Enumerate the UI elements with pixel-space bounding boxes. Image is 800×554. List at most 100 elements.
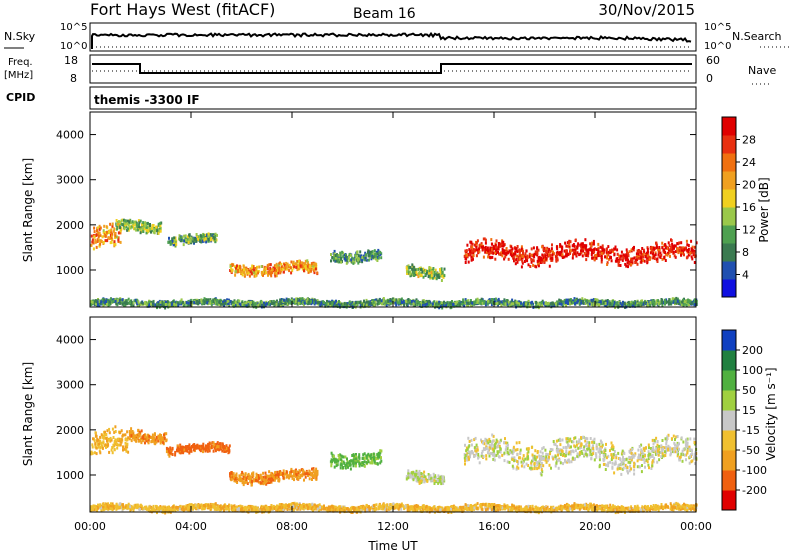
data-point [280, 471, 283, 475]
data-point [641, 247, 644, 250]
data-point [502, 244, 505, 248]
data-point [435, 300, 438, 304]
data-point [123, 447, 126, 451]
data-point [188, 233, 191, 237]
data-point [119, 229, 122, 233]
data-point [356, 303, 359, 307]
data-point [204, 449, 207, 453]
data-point [636, 302, 639, 306]
data-point [186, 449, 189, 453]
data-point [97, 438, 100, 442]
data-point [530, 253, 533, 257]
data-point [480, 243, 483, 247]
data-point [338, 260, 341, 264]
data-point [150, 230, 152, 234]
data-point [614, 245, 617, 249]
data-point [494, 297, 497, 301]
data-point [339, 256, 342, 260]
data-point [204, 444, 207, 448]
data-point [128, 220, 131, 224]
data-point [293, 265, 296, 269]
data-point [618, 300, 621, 304]
data-point [630, 263, 633, 267]
data-point [270, 274, 273, 278]
data-point [680, 248, 682, 252]
data-point [581, 297, 584, 301]
data-point [581, 245, 584, 249]
data-point [221, 449, 224, 453]
data-point [642, 255, 644, 259]
data-point [127, 297, 130, 301]
data-point [121, 223, 124, 227]
data-point [125, 302, 128, 306]
data-point [661, 303, 664, 307]
data-point [664, 302, 666, 306]
data-point [219, 442, 222, 446]
data-point [136, 228, 139, 232]
data-point [103, 224, 106, 228]
data-point [402, 299, 405, 303]
data-point [229, 264, 232, 268]
data-point [216, 447, 219, 451]
data-point [649, 246, 652, 250]
data-point [668, 244, 671, 247]
data-point [318, 300, 321, 304]
data-point [622, 257, 625, 260]
data-point [245, 301, 248, 305]
data-point [116, 299, 119, 302]
data-point [288, 471, 291, 475]
data-point [96, 437, 99, 441]
data-point [111, 427, 114, 431]
data-point [630, 248, 633, 252]
data-point [119, 443, 122, 447]
data-point [126, 219, 129, 223]
data-point [584, 238, 587, 242]
data-point [376, 299, 379, 303]
data-point [544, 255, 547, 258]
data-point [597, 247, 600, 251]
data-point [256, 479, 259, 483]
data-point [482, 247, 485, 251]
data-point [407, 264, 410, 268]
data-point [628, 303, 631, 307]
data-point [499, 244, 502, 248]
data-point [504, 252, 507, 256]
data-point [463, 301, 466, 305]
data-point [409, 265, 412, 269]
data-point [238, 302, 241, 306]
data-point [633, 256, 636, 260]
data-point [512, 302, 515, 306]
data-point [595, 248, 598, 252]
data-point [491, 255, 494, 259]
data-point [543, 253, 546, 257]
data-point [95, 300, 98, 304]
freq-panel-frame [89, 54, 697, 84]
data-point [625, 256, 628, 260]
data-point [489, 246, 492, 250]
data-point [148, 304, 150, 308]
data-point [482, 237, 485, 241]
colorbar-segment [722, 225, 736, 244]
data-point [349, 253, 352, 257]
data-point [292, 469, 295, 473]
data-point [597, 242, 600, 246]
data-point [304, 267, 307, 270]
data-point [661, 257, 664, 261]
data-point [442, 275, 445, 279]
data-point [234, 302, 237, 306]
colorbar-segment [722, 153, 736, 172]
data-point [636, 262, 639, 266]
data-point [484, 241, 487, 245]
data-point [347, 256, 350, 260]
data-point [549, 257, 552, 261]
data-point [127, 223, 130, 227]
data-point [92, 437, 94, 441]
data-point [185, 301, 188, 305]
data-point [666, 253, 669, 257]
data-point [582, 249, 585, 253]
data-point [254, 274, 257, 278]
data-point [97, 235, 100, 239]
data-point [294, 471, 297, 475]
data-point [188, 303, 190, 307]
nsky-panel-frame [89, 22, 697, 52]
